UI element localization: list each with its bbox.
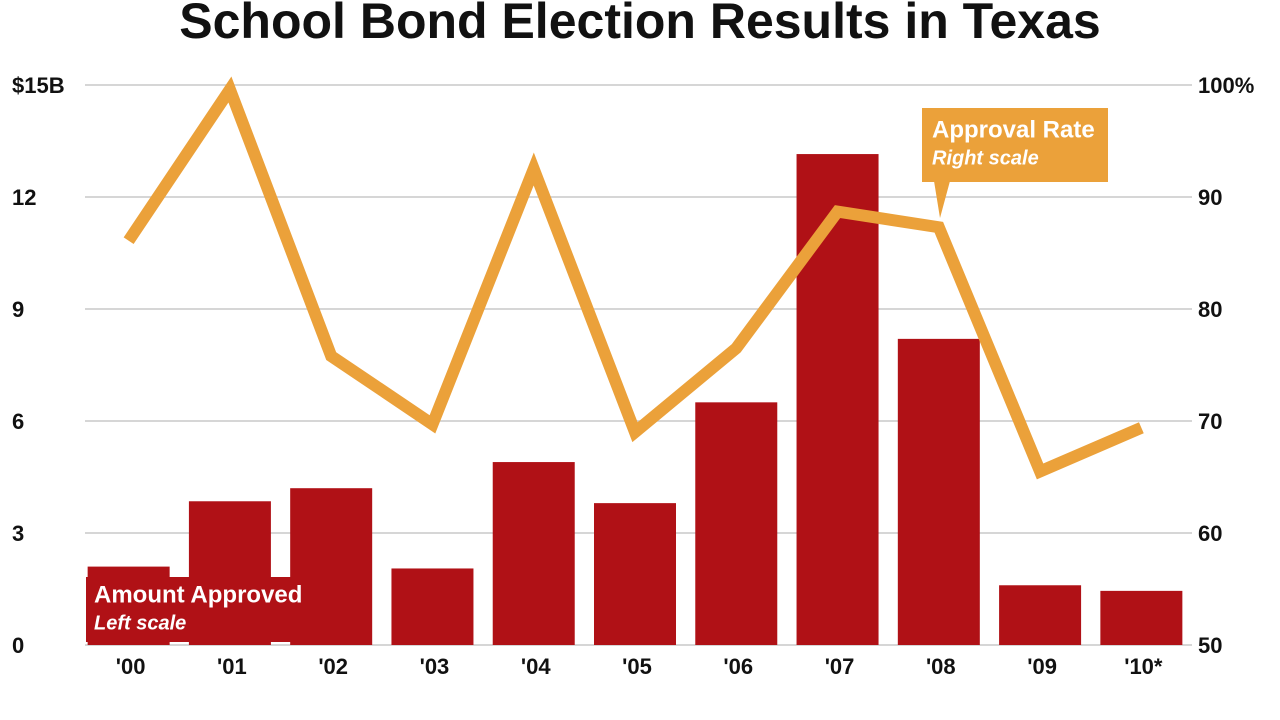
line bbox=[123, 76, 1144, 480]
annotation-note: Right scale bbox=[932, 147, 1039, 169]
bar bbox=[594, 503, 676, 645]
bar bbox=[492, 462, 575, 645]
chart-title: School Bond Election Results in Texas bbox=[179, 0, 1100, 49]
y-tick-label: 6 bbox=[12, 409, 24, 434]
y2-tick-label: 90 bbox=[1198, 185, 1222, 210]
bar bbox=[1100, 590, 1183, 645]
annotation-pointer bbox=[934, 181, 950, 218]
x-axis-band bbox=[0, 646, 1280, 686]
x-tick-label: '09 bbox=[1027, 654, 1057, 679]
y-tick-label: 9 bbox=[12, 297, 24, 322]
bars bbox=[87, 154, 1183, 646]
bar bbox=[999, 585, 1082, 645]
y2-tick-label: 100% bbox=[1198, 73, 1254, 98]
amount-annotation: Amount Approved Left scale bbox=[86, 577, 312, 642]
y2-tick-label: 70 bbox=[1198, 409, 1222, 434]
x-tick-label: '00 bbox=[116, 654, 146, 679]
x-tick-label: '03 bbox=[420, 654, 450, 679]
annotation-box bbox=[922, 108, 1108, 182]
lines bbox=[123, 76, 1144, 480]
annotation-title: Approval Rate bbox=[932, 116, 1095, 143]
x-tick-label: '05 bbox=[622, 654, 652, 679]
x-tick-label: '04 bbox=[521, 654, 551, 679]
bar bbox=[897, 338, 980, 645]
y2-tick-label: 80 bbox=[1198, 297, 1222, 322]
bar bbox=[695, 402, 778, 645]
x-tick-label: '08 bbox=[926, 654, 956, 679]
x-tick-label: '07 bbox=[825, 654, 855, 679]
bar bbox=[391, 568, 474, 645]
y-tick-label: $15B bbox=[12, 73, 65, 98]
y-tick-label: 3 bbox=[12, 521, 24, 546]
annotation-note: Left scale bbox=[94, 612, 186, 634]
y2-tick-label: 60 bbox=[1198, 521, 1222, 546]
x-tick-label: '02 bbox=[318, 654, 348, 679]
x-tick-label: '10* bbox=[1124, 654, 1163, 679]
x-tick-label: '01 bbox=[217, 654, 247, 679]
y-tick-label: 0 bbox=[12, 633, 24, 658]
bar bbox=[796, 154, 879, 646]
labels: 0 3 6 9 12 $15B 50 60 70 80 90 100% '00 '01 '02 '03 '04 '… bbox=[12, 73, 1254, 679]
annotation-title: Amount Approved bbox=[94, 581, 302, 608]
x-tick-label: '06 bbox=[723, 654, 753, 679]
rate-annotation: Approval Rate Right scale bbox=[922, 108, 1108, 218]
y-tick-label: 12 bbox=[12, 185, 36, 210]
annotation-box bbox=[86, 577, 312, 642]
y2-tick-label: 50 bbox=[1198, 633, 1222, 658]
